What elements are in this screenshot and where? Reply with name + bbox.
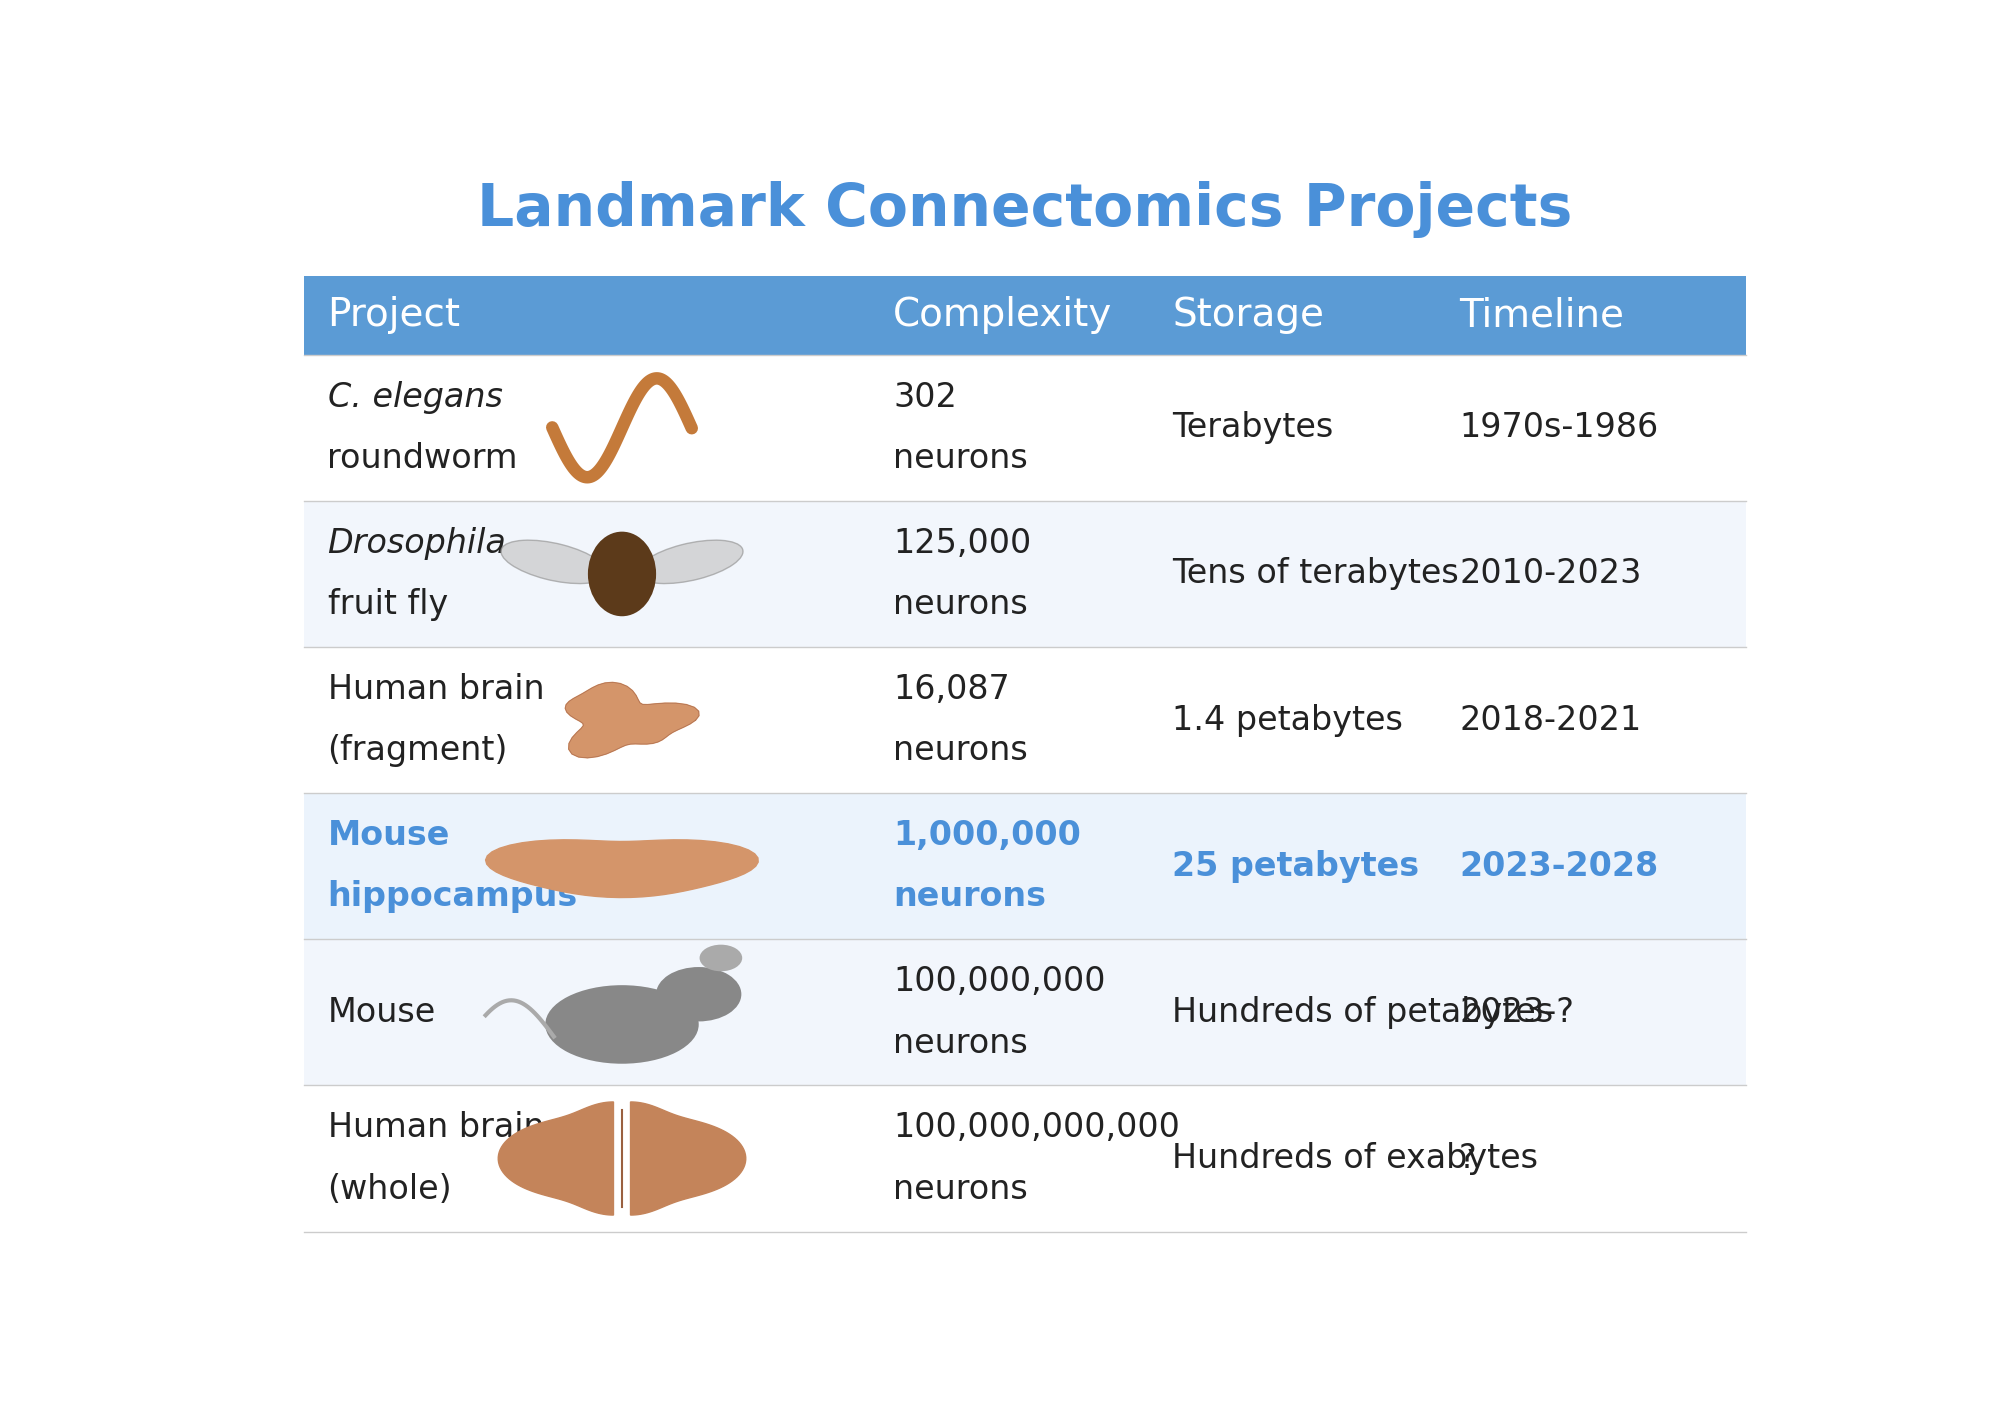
- Text: 125,000: 125,000: [894, 527, 1032, 559]
- Text: 2018-2021: 2018-2021: [1460, 704, 1642, 736]
- Text: C. elegans: C. elegans: [328, 381, 502, 414]
- Text: 1.4 petabytes: 1.4 petabytes: [1172, 704, 1404, 736]
- Text: 16,087: 16,087: [894, 672, 1010, 706]
- Text: Hundreds of petabytes: Hundreds of petabytes: [1172, 996, 1554, 1029]
- Text: 2023-?: 2023-?: [1460, 996, 1574, 1029]
- Text: 25 petabytes: 25 petabytes: [1172, 849, 1420, 883]
- Text: Landmark Connectomics Projects: Landmark Connectomics Projects: [478, 181, 1572, 238]
- Text: 1970s-1986: 1970s-1986: [1460, 411, 1658, 444]
- FancyBboxPatch shape: [304, 501, 1746, 646]
- FancyBboxPatch shape: [304, 793, 1746, 939]
- Polygon shape: [566, 682, 698, 758]
- Polygon shape: [630, 1102, 746, 1214]
- Text: fruit fly: fruit fly: [328, 588, 448, 621]
- FancyBboxPatch shape: [304, 646, 1746, 793]
- Text: 2010-2023: 2010-2023: [1460, 558, 1642, 591]
- Polygon shape: [486, 841, 758, 898]
- Ellipse shape: [656, 968, 742, 1022]
- Text: Complexity: Complexity: [894, 297, 1112, 334]
- Text: roundworm: roundworm: [328, 442, 518, 475]
- Text: Storage: Storage: [1172, 297, 1324, 334]
- Ellipse shape: [588, 532, 656, 616]
- Ellipse shape: [546, 985, 698, 1063]
- Text: Terabytes: Terabytes: [1172, 411, 1334, 444]
- Text: Human brain: Human brain: [328, 1112, 544, 1144]
- FancyBboxPatch shape: [304, 1086, 1746, 1232]
- Text: 2023-2028: 2023-2028: [1460, 849, 1658, 883]
- Text: 100,000,000,000: 100,000,000,000: [894, 1112, 1180, 1144]
- Text: Hundreds of exabytes: Hundreds of exabytes: [1172, 1142, 1538, 1174]
- Text: neurons: neurons: [894, 735, 1028, 768]
- Text: neurons: neurons: [894, 880, 1046, 913]
- Text: ?: ?: [1460, 1142, 1476, 1174]
- Text: Timeline: Timeline: [1460, 297, 1624, 334]
- Text: Mouse: Mouse: [328, 819, 450, 852]
- Text: 100,000,000: 100,000,000: [894, 965, 1106, 997]
- FancyBboxPatch shape: [304, 939, 1746, 1086]
- Ellipse shape: [500, 541, 606, 584]
- Text: (fragment): (fragment): [328, 735, 508, 768]
- Text: 302: 302: [894, 381, 958, 414]
- Text: Drosophila: Drosophila: [328, 527, 506, 559]
- Text: 1,000,000: 1,000,000: [894, 819, 1082, 852]
- Text: hippocampus: hippocampus: [328, 880, 578, 913]
- FancyBboxPatch shape: [304, 275, 1746, 355]
- Text: (whole): (whole): [328, 1173, 452, 1206]
- Text: neurons: neurons: [894, 1026, 1028, 1060]
- Text: neurons: neurons: [894, 1173, 1028, 1206]
- Text: Project: Project: [328, 297, 460, 334]
- Text: Mouse: Mouse: [328, 996, 436, 1029]
- Text: Human brain: Human brain: [328, 672, 544, 706]
- FancyBboxPatch shape: [304, 355, 1746, 501]
- Text: neurons: neurons: [894, 588, 1028, 621]
- Ellipse shape: [638, 541, 744, 584]
- Ellipse shape: [700, 945, 742, 972]
- Text: Tens of terabytes: Tens of terabytes: [1172, 558, 1460, 591]
- Polygon shape: [498, 1102, 614, 1214]
- Text: neurons: neurons: [894, 442, 1028, 475]
